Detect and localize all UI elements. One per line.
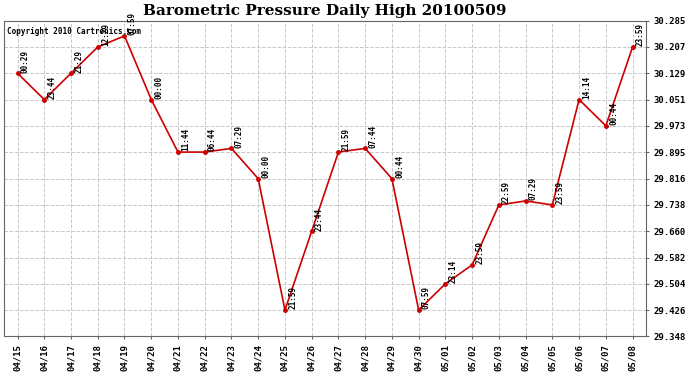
Text: 00:44: 00:44: [609, 102, 618, 125]
Text: 11:44: 11:44: [181, 128, 190, 152]
Text: 23:44: 23:44: [315, 207, 324, 231]
Text: 00:00: 00:00: [155, 76, 164, 99]
Text: 00:00: 00:00: [262, 155, 270, 178]
Text: 21:29: 21:29: [75, 50, 83, 73]
Text: 21:59: 21:59: [342, 128, 351, 152]
Text: 23:59: 23:59: [555, 181, 564, 204]
Text: 12:29: 12:29: [101, 23, 110, 46]
Text: 07:59: 07:59: [128, 12, 137, 35]
Text: 07:29: 07:29: [235, 124, 244, 148]
Text: 14:14: 14:14: [582, 76, 591, 99]
Text: 07:44: 07:44: [368, 124, 377, 148]
Text: 22:59: 22:59: [502, 181, 511, 204]
Text: Copyright 2010 Cartronics.com: Copyright 2010 Cartronics.com: [8, 27, 141, 36]
Text: 21:59: 21:59: [288, 286, 297, 309]
Text: 07:59: 07:59: [422, 286, 431, 309]
Title: Barometric Pressure Daily High 20100509: Barometric Pressure Daily High 20100509: [144, 4, 507, 18]
Text: 07:29: 07:29: [529, 177, 538, 200]
Text: 23:59: 23:59: [635, 23, 644, 46]
Text: 23:14: 23:14: [448, 260, 457, 283]
Text: 23:59: 23:59: [475, 241, 484, 264]
Text: 06:44: 06:44: [208, 128, 217, 152]
Text: 00:29: 00:29: [21, 50, 30, 73]
Text: 23:44: 23:44: [48, 76, 57, 99]
Text: 00:44: 00:44: [395, 155, 404, 178]
